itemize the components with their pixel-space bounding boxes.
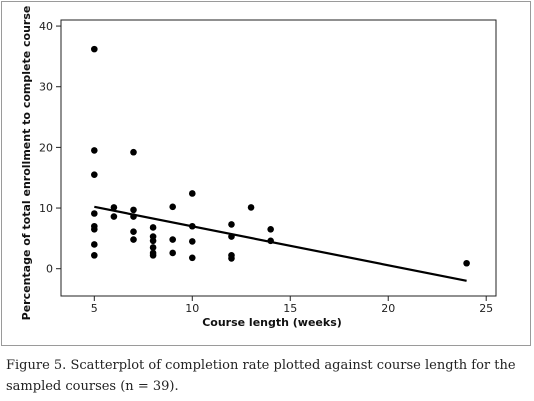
data-point <box>130 228 137 236</box>
x-tick-label: 25 <box>479 302 493 315</box>
data-point <box>130 148 137 156</box>
y-tick-label: 30 <box>39 81 53 94</box>
data-point <box>149 237 157 245</box>
data-point <box>149 224 157 231</box>
y-axis-title: Percentage of total enrollment to comple… <box>20 6 33 321</box>
data-point <box>169 203 176 211</box>
regression-line-group <box>94 205 467 282</box>
data-point <box>169 249 176 257</box>
data-point <box>91 210 98 217</box>
data-point <box>463 259 470 267</box>
y-tick-label: 0 <box>46 263 53 276</box>
x-tick-label: 5 <box>91 302 98 315</box>
data-point <box>169 236 176 243</box>
data-point <box>91 147 98 154</box>
data-point <box>247 204 255 211</box>
data-point <box>149 252 157 259</box>
x-tick-label: 20 <box>381 302 395 315</box>
x-axis-title: Course length (weeks) <box>202 316 342 329</box>
data-point <box>228 255 235 262</box>
y-axis-ticks: 0 10 20 30 40 <box>39 20 61 276</box>
data-point <box>188 190 196 197</box>
data-points <box>91 45 470 267</box>
x-tick-label: 10 <box>185 302 199 315</box>
y-tick-label: 10 <box>39 202 53 215</box>
data-point <box>91 45 98 53</box>
data-point <box>91 241 98 248</box>
y-tick-label: 40 <box>39 20 53 33</box>
data-point <box>91 171 98 178</box>
scatterplot: 5 10 15 20 25 0 10 20 30 40 Course length (weeks… <box>20 6 497 329</box>
regression-line <box>94 205 467 282</box>
data-point <box>110 204 118 211</box>
figure-caption: Figure 5. Scatterplot of completion rate… <box>6 358 516 394</box>
data-point <box>130 206 137 214</box>
data-point <box>267 225 274 233</box>
x-tick-label: 15 <box>283 302 297 315</box>
plot-area <box>60 19 497 297</box>
x-axis-ticks: 5 10 15 20 25 <box>91 296 493 315</box>
data-point <box>188 238 196 245</box>
data-point <box>130 236 137 243</box>
data-point <box>149 244 157 251</box>
data-point <box>91 252 98 259</box>
y-tick-label: 20 <box>39 141 53 154</box>
data-point <box>110 213 118 220</box>
data-point <box>91 225 98 233</box>
plot-area-border <box>60 19 497 297</box>
data-point <box>228 221 235 228</box>
data-point <box>188 254 196 262</box>
